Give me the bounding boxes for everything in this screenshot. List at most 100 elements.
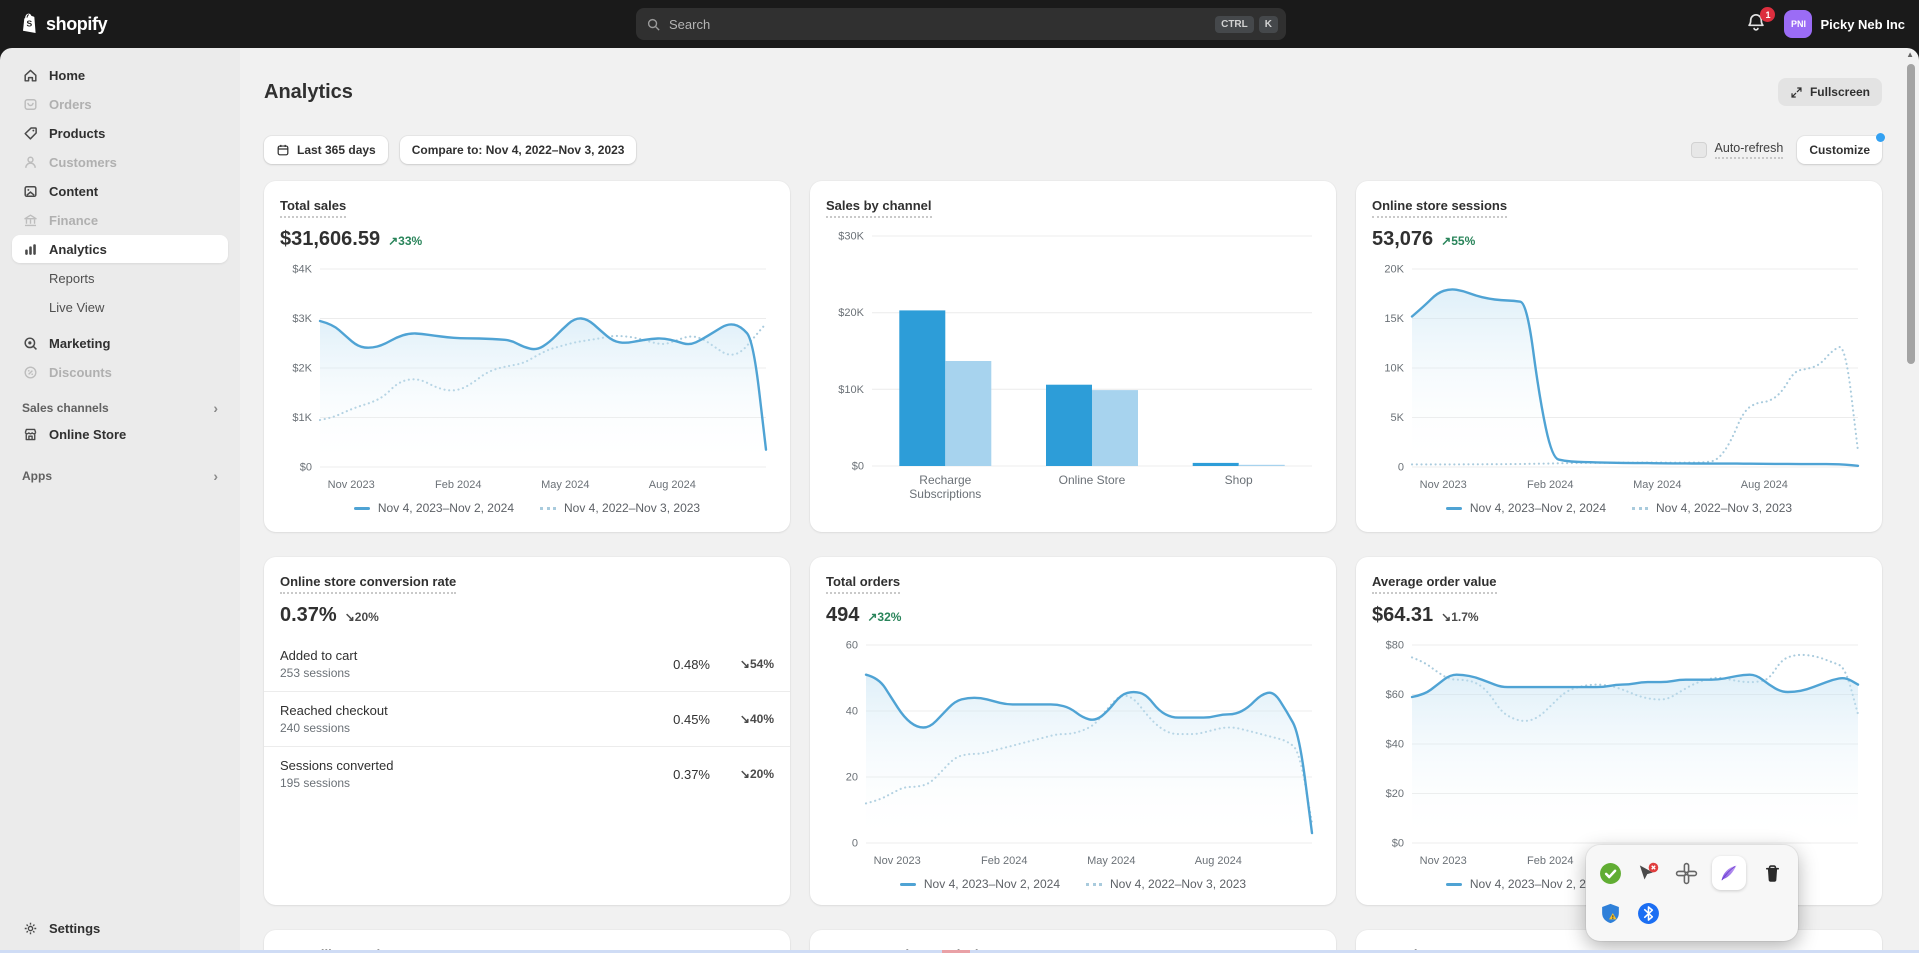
svg-text:Nov 2023: Nov 2023 [328,479,375,491]
scrollbar-up-arrow[interactable]: ▲ [1906,50,1914,59]
sidebar-item-reports[interactable]: Reports [12,264,228,292]
sidebar-item-settings[interactable]: Settings [12,914,228,942]
svg-text:Aug 2024: Aug 2024 [1195,855,1242,867]
legend-previous-label: Nov 4, 2022–Nov 3, 2023 [1110,877,1247,891]
card-title[interactable]: Online store sessions [1372,198,1508,218]
legend-previous-label: Nov 4, 2022–Nov 3, 2023 [564,501,701,515]
auto-refresh-checkbox[interactable] [1690,142,1707,158]
svg-text:20: 20 [846,772,858,784]
compare-button[interactable]: Compare to: Nov 4, 2022–Nov 3, 2023 [399,136,637,164]
sidebar-item-label: Products [49,125,106,141]
svg-text:10K: 10K [1384,363,1404,375]
svg-text:0: 0 [1398,462,1404,474]
sidebar-item-products[interactable]: Products [12,119,228,147]
notifications-button[interactable]: 1 [1744,7,1776,37]
card-title[interactable]: Average order value [1372,574,1497,594]
card-title[interactable]: Total sales [280,198,347,218]
svg-text:40: 40 [846,706,858,718]
knot-icon[interactable] [1674,861,1698,885]
sidebar-item-analytics[interactable]: Analytics [12,235,228,263]
calendar-icon [277,144,289,156]
bluetooth-icon[interactable] [1636,901,1660,925]
date-range-label: Last 365 days [297,143,376,157]
image-icon [22,183,39,200]
trash-icon[interactable] [1760,861,1784,885]
funnel-row-sessions-converted: Sessions converted 195 sessions 0.37% ↘2… [264,746,790,801]
chart-legend: Nov 4, 2023–Nov 2, 2024 Nov 4, 2022–Nov … [1372,501,1866,515]
section-label: Apps [22,469,52,483]
metric-change: ↗32% [867,610,902,624]
bar-chart-icon [22,241,39,258]
storefront-icon [22,426,39,443]
funnel-rate: 0.45% [673,711,710,727]
search-placeholder: Search [669,16,711,32]
sidebar-item-live-view[interactable]: Live View [12,293,228,321]
chevron-right-icon[interactable]: › [213,400,218,416]
auto-refresh-toggle[interactable]: Auto-refresh [1690,141,1784,159]
svg-text:$80: $80 [1386,640,1404,652]
sessions-chart[interactable]: 20K 15K 10K 5K 0 Nov 2023 Feb 2024 May 2024 Aug … [1372,257,1866,497]
metric-change: ↗33% [388,234,423,248]
account-menu[interactable]: PNI Picky Neb Inc [1784,10,1905,38]
customize-button[interactable]: Customize [1797,136,1882,164]
bottom-edge-accent [942,950,970,953]
funnel-sessions: 240 sessions [280,721,351,735]
notification-badge: 1 [1760,7,1776,22]
sidebar-item-finance: Finance [12,206,228,234]
sidebar-item-home[interactable]: Home [12,61,228,89]
metric-value: 0.37% [280,604,337,626]
legend-solid-swatch [1445,882,1462,886]
sidebar-item-label: Reports [49,270,95,286]
section-label: Sales channels [22,401,109,415]
funnel-sessions: 195 sessions [280,776,351,790]
sidebar-item-label: Analytics [49,241,107,257]
shortcut-ctrl: CTRL [1215,15,1254,33]
compare-label: Compare to: Nov 4, 2022–Nov 3, 2023 [411,143,625,157]
search-input[interactable]: Search CTRL K [636,8,1286,40]
legend-dotted-swatch [1086,882,1102,886]
svg-text:60: 60 [846,640,858,652]
sidebar-item-marketing[interactable]: Marketing [12,329,228,357]
svg-text:Aug 2024: Aug 2024 [1741,479,1788,491]
main-content: Analytics Fullscreen Last 365 days Compa… [240,48,1919,953]
bank-icon [22,212,39,229]
sidebar-section-apps: Apps › [22,468,218,484]
svg-text:$0: $0 [1392,838,1404,850]
funnel-rate: 0.37% [673,766,710,782]
svg-text:$10K: $10K [838,384,864,396]
card-average-order-value: Average order value $64.31 ↘1.7% $80 $60 $… [1356,557,1882,905]
card-total-sales: Total sales $31,606.59 ↗33% $4K $3K $2K $1K… [264,181,790,532]
card-title[interactable]: Total orders [826,574,901,594]
svg-text:Feb 2024: Feb 2024 [435,479,481,491]
funnel-label: Reached checkout [280,703,388,718]
cursor-error-icon[interactable] [1636,861,1660,885]
orders-chart[interactable]: 60 40 20 0 Nov 2023 Feb 2024 May 2024 Aug 2024 [826,633,1320,873]
sidebar-item-label: Orders [49,96,92,112]
chevron-right-icon[interactable]: › [213,468,218,484]
sidebar-item-label: Marketing [49,335,111,351]
shield-warning-icon[interactable] [1598,901,1622,925]
card-title[interactable]: Online store conversion rate [280,574,457,594]
card-conversion-rate: Online store conversion rate 0.37% ↘20% … [264,557,790,905]
sidebar-item-content[interactable]: Content [12,177,228,205]
svg-text:0: 0 [852,838,858,850]
total-sales-chart[interactable]: $4K $3K $2K $1K $0 Nov 2023 Feb 2024 May 2024 Au… [280,257,774,497]
card-title[interactable]: Sales by channel [826,198,932,218]
shopify-logo[interactable]: S shopify [18,12,108,36]
tag-icon [22,125,39,142]
svg-text:$3K: $3K [292,313,312,325]
svg-text:$40: $40 [1386,739,1404,751]
shortcut-k: K [1258,15,1278,33]
svg-text:5K: 5K [1391,412,1405,424]
scrollbar-thumb[interactable] [1907,64,1915,364]
store-name: Picky Neb Inc [1820,16,1905,32]
sidebar-item-online-store[interactable]: Online Store [12,420,228,448]
funnel-label: Added to cart [280,648,358,663]
feather-icon[interactable] [1712,856,1746,890]
check-circle-icon[interactable] [1598,861,1622,885]
card-total-orders: Total orders 494 ↗32% 60 40 20 0 Nov 2023 Feb… [810,557,1336,905]
fullscreen-button[interactable]: Fullscreen [1777,78,1882,106]
date-range-button[interactable]: Last 365 days [264,136,388,164]
